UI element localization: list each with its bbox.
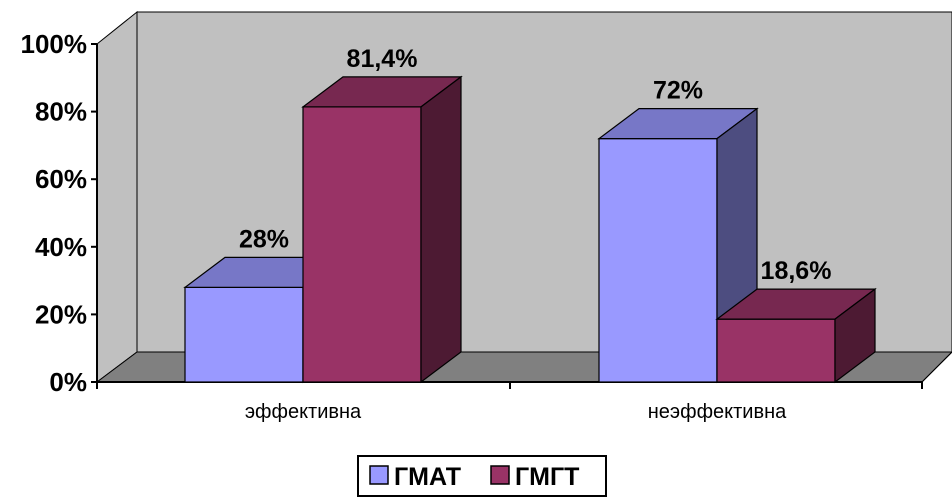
data-label: 72%	[653, 77, 703, 105]
bar-front	[185, 287, 303, 382]
x-tick-label: эффективна	[245, 401, 362, 423]
data-label: 18,6%	[761, 257, 832, 285]
bar-front	[303, 107, 421, 382]
legend-label: ГМГТ	[515, 463, 579, 491]
y-tick-label: 40%	[35, 232, 87, 262]
chart-side-wall	[97, 12, 137, 382]
legend-swatch	[491, 466, 509, 484]
y-tick-label: 80%	[35, 97, 87, 127]
bar	[717, 289, 875, 382]
legend-label: ГМАТ	[394, 463, 461, 491]
x-tick-label: неэффективна	[648, 401, 787, 423]
y-tick-label: 100%	[21, 29, 88, 59]
legend-box-group: ГМАТ ГМГТ	[358, 456, 606, 496]
bar-front	[717, 319, 835, 382]
data-label: 28%	[239, 225, 289, 253]
legend-swatch	[370, 466, 388, 484]
y-tick-label: 20%	[35, 299, 87, 329]
y-tick-label: 0%	[49, 367, 87, 397]
y-tick-label: 60%	[35, 164, 87, 194]
data-label: 81,4%	[347, 45, 418, 73]
bar-front	[599, 139, 717, 382]
bar	[303, 77, 461, 382]
legend: ГМАТ ГМГТ	[358, 456, 606, 496]
bar-side	[421, 77, 461, 382]
